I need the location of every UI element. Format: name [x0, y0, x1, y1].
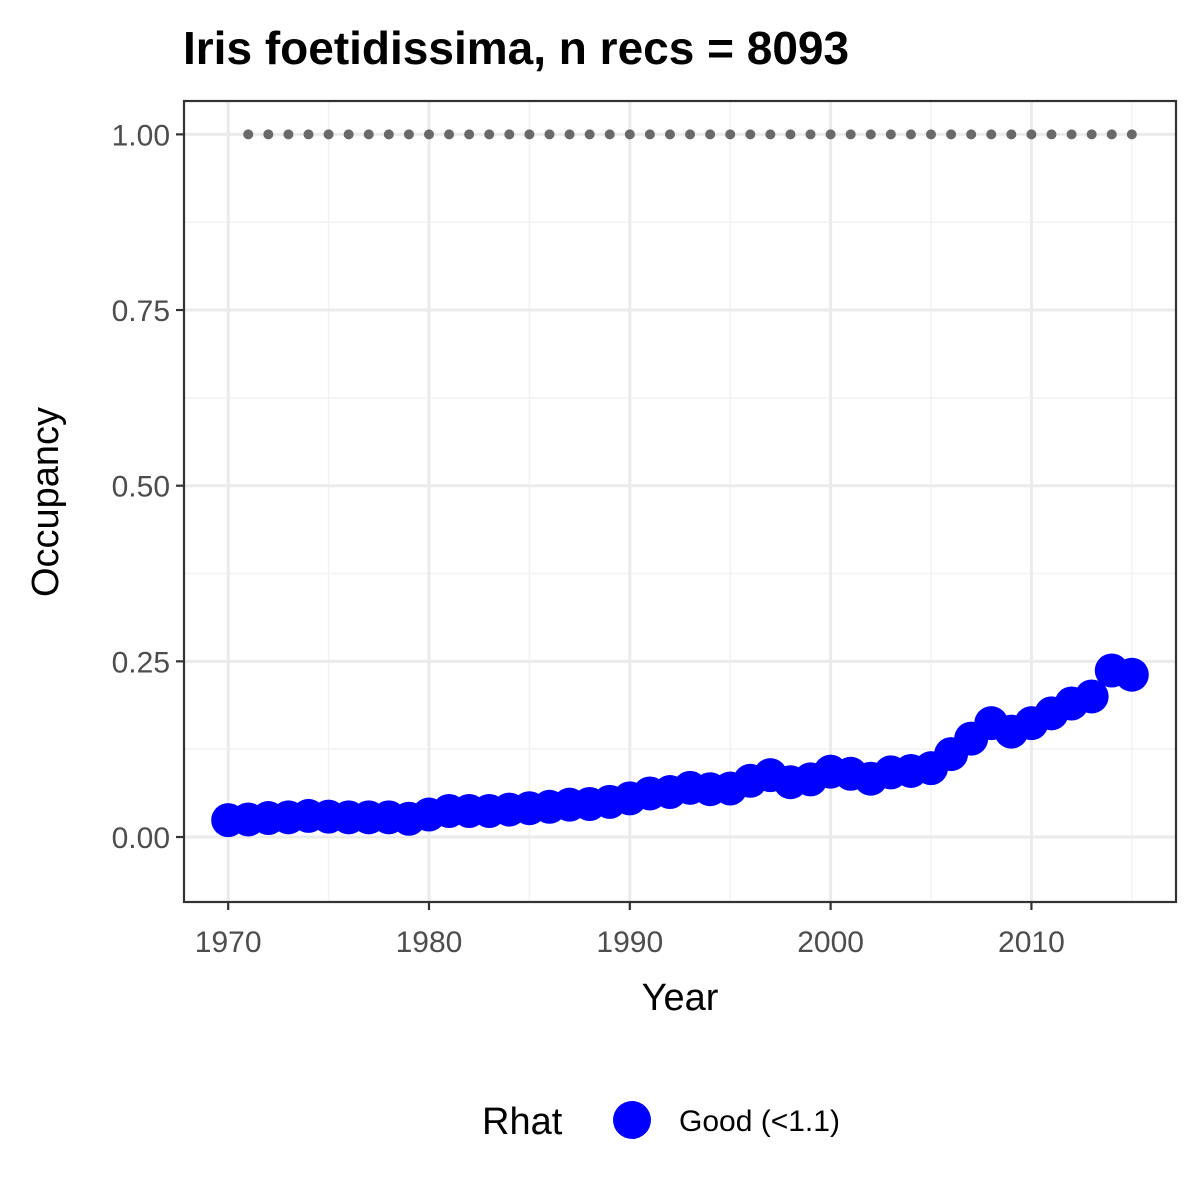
- reference-point: [725, 129, 736, 140]
- reference-point: [564, 129, 575, 140]
- x-tick-label: 2010: [998, 926, 1065, 959]
- x-tick-label: 1970: [195, 926, 262, 959]
- reference-point: [1006, 129, 1017, 140]
- x-tick-label: 1980: [396, 926, 463, 959]
- reference-point: [825, 129, 836, 140]
- x-tick-label: 2000: [797, 926, 864, 959]
- reference-point: [986, 129, 997, 140]
- legend-label-good: Good (<1.1): [679, 1105, 840, 1138]
- reference-point: [604, 129, 615, 140]
- y-axis-title: Occupancy: [25, 407, 67, 597]
- y-tick-label: 0.75: [112, 295, 170, 328]
- reference-point: [464, 129, 475, 140]
- reference-point: [745, 129, 756, 140]
- reference-point: [383, 129, 394, 140]
- data-point: [1074, 679, 1109, 714]
- reference-point: [644, 129, 655, 140]
- reference-point: [765, 129, 776, 140]
- y-tick-label: 0.25: [112, 646, 170, 679]
- reference-point: [544, 129, 555, 140]
- reference-point: [524, 129, 535, 140]
- reference-point: [926, 129, 937, 140]
- reference-point: [624, 129, 635, 140]
- y-tick-label: 1.00: [112, 119, 170, 152]
- reference-point: [423, 129, 434, 140]
- reference-point: [685, 129, 696, 140]
- panel-background: [184, 101, 1176, 902]
- reference-point: [1066, 129, 1077, 140]
- y-axis: 0.00 0.25 0.50 0.75 1.00: [112, 119, 184, 855]
- reference-point: [303, 129, 314, 140]
- reference-point: [263, 129, 274, 140]
- chart-title: Iris foetidissima, n recs = 8093: [183, 22, 849, 74]
- panel-border: [182, 99, 1178, 904]
- reference-point: [966, 129, 977, 140]
- reference-point: [484, 129, 495, 140]
- reference-point: [1126, 129, 1137, 140]
- reference-point: [584, 129, 595, 140]
- reference-point: [1046, 129, 1057, 140]
- x-tick-label: 1990: [596, 926, 663, 959]
- plot-panel: [184, 101, 1176, 902]
- reference-point: [885, 129, 896, 140]
- reference-point: [785, 129, 796, 140]
- reference-point: [403, 129, 414, 140]
- y-tick-label: 0.00: [112, 822, 170, 855]
- y-tick-label: 0.50: [112, 471, 170, 504]
- reference-point: [504, 129, 515, 140]
- reference-point: [1026, 129, 1037, 140]
- legend-key-good: [613, 1101, 651, 1139]
- reference-point: [664, 129, 675, 140]
- reference-point: [905, 129, 916, 140]
- occupancy-points-series: [211, 653, 1149, 838]
- legend-title: Rhat: [482, 1101, 563, 1143]
- x-axis-title: Year: [642, 977, 719, 1019]
- reference-points-series: [243, 129, 1137, 140]
- major-gridlines: [184, 101, 1176, 902]
- reference-point: [946, 129, 957, 140]
- reference-point: [805, 129, 816, 140]
- reference-point: [705, 129, 716, 140]
- reference-point: [243, 129, 254, 140]
- reference-point: [444, 129, 455, 140]
- reference-point: [283, 129, 294, 140]
- panel-border-group: [182, 99, 1178, 904]
- reference-point: [865, 129, 876, 140]
- reference-point: [343, 129, 354, 140]
- reference-point: [1106, 129, 1117, 140]
- reference-point: [845, 129, 856, 140]
- data-point: [1114, 657, 1149, 692]
- reference-point: [363, 129, 374, 140]
- x-axis: 1970 1980 1990 2000 2010: [195, 902, 1065, 959]
- reference-point: [323, 129, 334, 140]
- legend: Rhat Good (<1.1): [482, 1101, 840, 1143]
- reference-point: [1086, 129, 1097, 140]
